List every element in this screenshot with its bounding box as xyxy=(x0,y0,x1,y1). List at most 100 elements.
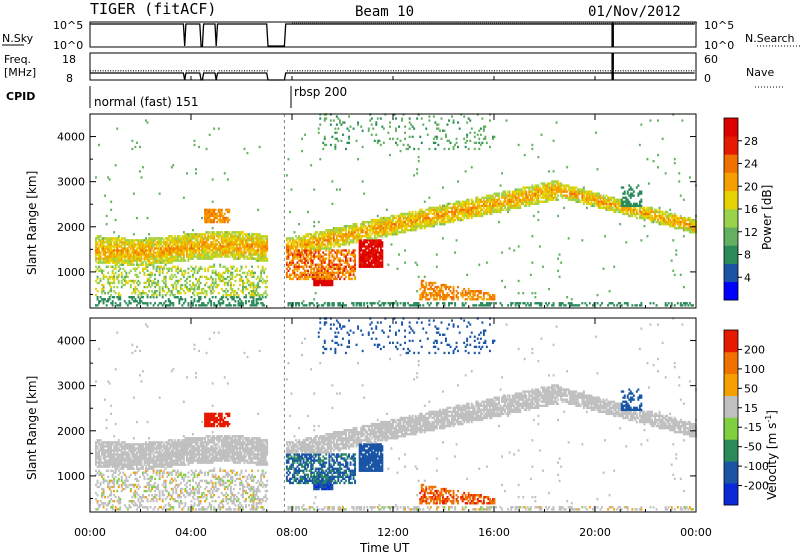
power-cell xyxy=(323,275,326,279)
power-cell xyxy=(95,304,97,307)
power-cell xyxy=(139,259,141,262)
power-cell xyxy=(335,243,338,246)
nsearch-dot xyxy=(629,22,631,24)
power-cell xyxy=(342,229,344,232)
power-cell xyxy=(96,261,99,264)
nsearch-dot xyxy=(334,22,336,24)
power-cell xyxy=(332,267,335,270)
power-cell xyxy=(151,290,154,293)
power-cell xyxy=(107,259,110,262)
power-cell xyxy=(214,212,217,216)
nave-dot xyxy=(95,70,97,72)
power-cell xyxy=(376,249,379,252)
power-cell xyxy=(228,304,231,307)
power-cell xyxy=(228,241,231,244)
power-cell xyxy=(375,261,378,264)
power-cell xyxy=(335,265,338,268)
power-cell xyxy=(226,255,229,258)
power-cell xyxy=(416,117,419,120)
power-cell xyxy=(110,302,113,305)
power-cell xyxy=(114,239,117,242)
power-cell xyxy=(108,251,111,254)
power-cell xyxy=(196,253,199,256)
nave-dot xyxy=(297,70,299,72)
power-cell xyxy=(360,229,363,232)
power-cell xyxy=(219,277,222,281)
power-cell xyxy=(190,249,193,252)
power-cell xyxy=(461,304,464,307)
nave-dot xyxy=(534,70,536,72)
nave-dot xyxy=(302,70,304,72)
power-cell xyxy=(213,212,216,216)
power-cell xyxy=(151,239,154,242)
power-cell xyxy=(251,294,254,297)
nave-dot xyxy=(592,70,594,72)
power-cell xyxy=(208,220,211,224)
nsky-trace xyxy=(90,22,697,47)
power-cell xyxy=(373,255,376,258)
power-cell xyxy=(252,251,255,254)
power-cell xyxy=(249,235,252,238)
power-cell xyxy=(213,239,216,242)
power-cell xyxy=(184,235,187,238)
power-cell xyxy=(255,233,258,236)
power-cell xyxy=(231,231,234,234)
power-cell xyxy=(231,290,234,293)
power-cell xyxy=(311,247,314,250)
power-cell xyxy=(293,239,296,242)
nave-dot xyxy=(289,70,291,72)
power-cell xyxy=(166,259,169,262)
power-cell xyxy=(149,251,152,254)
power-cell xyxy=(170,302,173,305)
power-cell xyxy=(437,214,440,218)
power-cell xyxy=(402,143,405,147)
power-cell xyxy=(258,277,261,281)
power-cell xyxy=(166,241,169,244)
power-cell xyxy=(316,269,319,273)
power-cell xyxy=(422,210,425,214)
power-cell xyxy=(378,255,381,258)
power-cell xyxy=(328,261,331,264)
power-cell xyxy=(175,296,178,299)
power-cell xyxy=(332,271,335,275)
power-cell xyxy=(325,233,328,236)
nsky-tick-bottom: 10^0 xyxy=(53,39,83,52)
power-cell xyxy=(145,265,147,268)
power-cell xyxy=(464,200,467,203)
power-cell xyxy=(201,257,204,260)
power-cell xyxy=(211,271,214,275)
power-cell xyxy=(179,243,182,246)
power-cell xyxy=(99,255,102,258)
power-cell xyxy=(469,212,472,216)
power-cell xyxy=(464,214,467,218)
power-cell xyxy=(481,200,484,203)
power-cell xyxy=(349,253,352,256)
power-cell xyxy=(155,259,158,262)
power-cell xyxy=(239,239,241,242)
power-cell xyxy=(381,259,384,262)
power-cell xyxy=(257,247,260,250)
power-cell xyxy=(166,285,169,289)
nave-dot xyxy=(693,70,695,72)
power-cell xyxy=(290,237,293,240)
power-cell xyxy=(164,243,167,246)
power-cell xyxy=(460,206,463,210)
power-cell xyxy=(379,245,382,248)
power-cell xyxy=(114,263,117,266)
power-cell xyxy=(211,214,214,218)
power-cell xyxy=(155,290,158,293)
power-cell xyxy=(313,277,316,281)
nsearch-dot xyxy=(352,22,354,24)
power-cell xyxy=(379,227,382,230)
nave-dot xyxy=(221,70,223,72)
power-cell xyxy=(231,235,234,238)
power-cell xyxy=(240,253,243,256)
power-cell xyxy=(108,243,111,246)
power-cell xyxy=(343,235,346,238)
power-cell xyxy=(178,300,181,303)
power-cell xyxy=(331,302,334,305)
nsearch-dot xyxy=(399,22,401,24)
power-cell xyxy=(160,259,163,262)
power-cell xyxy=(414,216,417,220)
power-cell xyxy=(314,237,317,240)
